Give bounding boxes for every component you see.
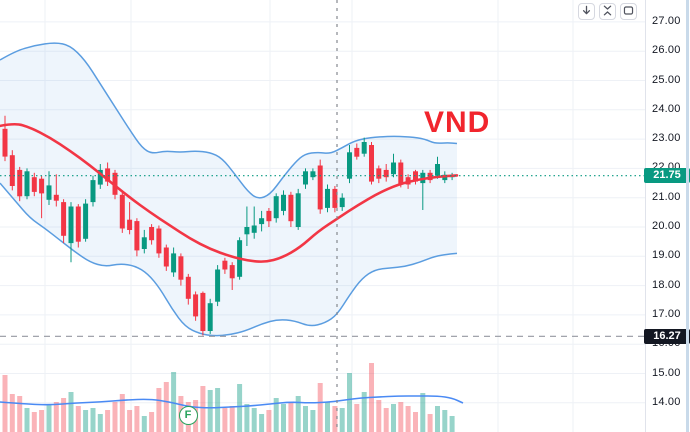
price-axis-label: 26.00 xyxy=(652,44,681,56)
bollinger-lower-band xyxy=(0,182,458,337)
current-price-badge: 21.75 xyxy=(644,168,690,183)
price-chart-canvas[interactable] xyxy=(0,0,645,432)
price-axis-label: 25.00 xyxy=(652,74,681,86)
price-axis-label: 23.00 xyxy=(652,132,681,144)
price-axis-label: 15.00 xyxy=(652,367,681,379)
right-edge-scroll-strip[interactable] xyxy=(686,0,689,432)
volume-series xyxy=(2,363,455,432)
pane-controls xyxy=(578,3,637,20)
scroll-to-recent-button[interactable] xyxy=(578,3,595,20)
price-axis-label: 19.00 xyxy=(652,249,681,261)
price-axis-label: 17.00 xyxy=(652,308,681,320)
alert-price-badge: 16.27 xyxy=(644,329,690,344)
price-axis-label: 18.00 xyxy=(652,279,681,291)
collapse-pane-button[interactable] xyxy=(599,3,616,20)
collapse-pane-icon xyxy=(602,4,613,19)
publication-marker[interactable]: F xyxy=(178,405,198,425)
price-axis-label: 14.00 xyxy=(652,396,681,408)
price-axis-label: 20.00 xyxy=(652,220,681,232)
volume-ma-line xyxy=(0,395,464,409)
maximize-pane-icon xyxy=(623,4,634,19)
ma-line-red xyxy=(0,122,459,263)
symbol-watermark: VND xyxy=(424,106,491,139)
bollinger-upper-band xyxy=(0,42,458,199)
price-axis-label: 27.00 xyxy=(652,15,681,27)
price-axis-label: 21.00 xyxy=(652,191,681,203)
maximize-pane-button[interactable] xyxy=(620,3,637,20)
price-axis-label: 24.00 xyxy=(652,103,681,115)
bollinger-fill xyxy=(0,43,457,336)
price-axis[interactable]: 27.00 26.00 25.00 24.00 23.00 22.00 21.00 20.00… xyxy=(645,0,690,432)
arrow-down-icon xyxy=(581,4,592,19)
